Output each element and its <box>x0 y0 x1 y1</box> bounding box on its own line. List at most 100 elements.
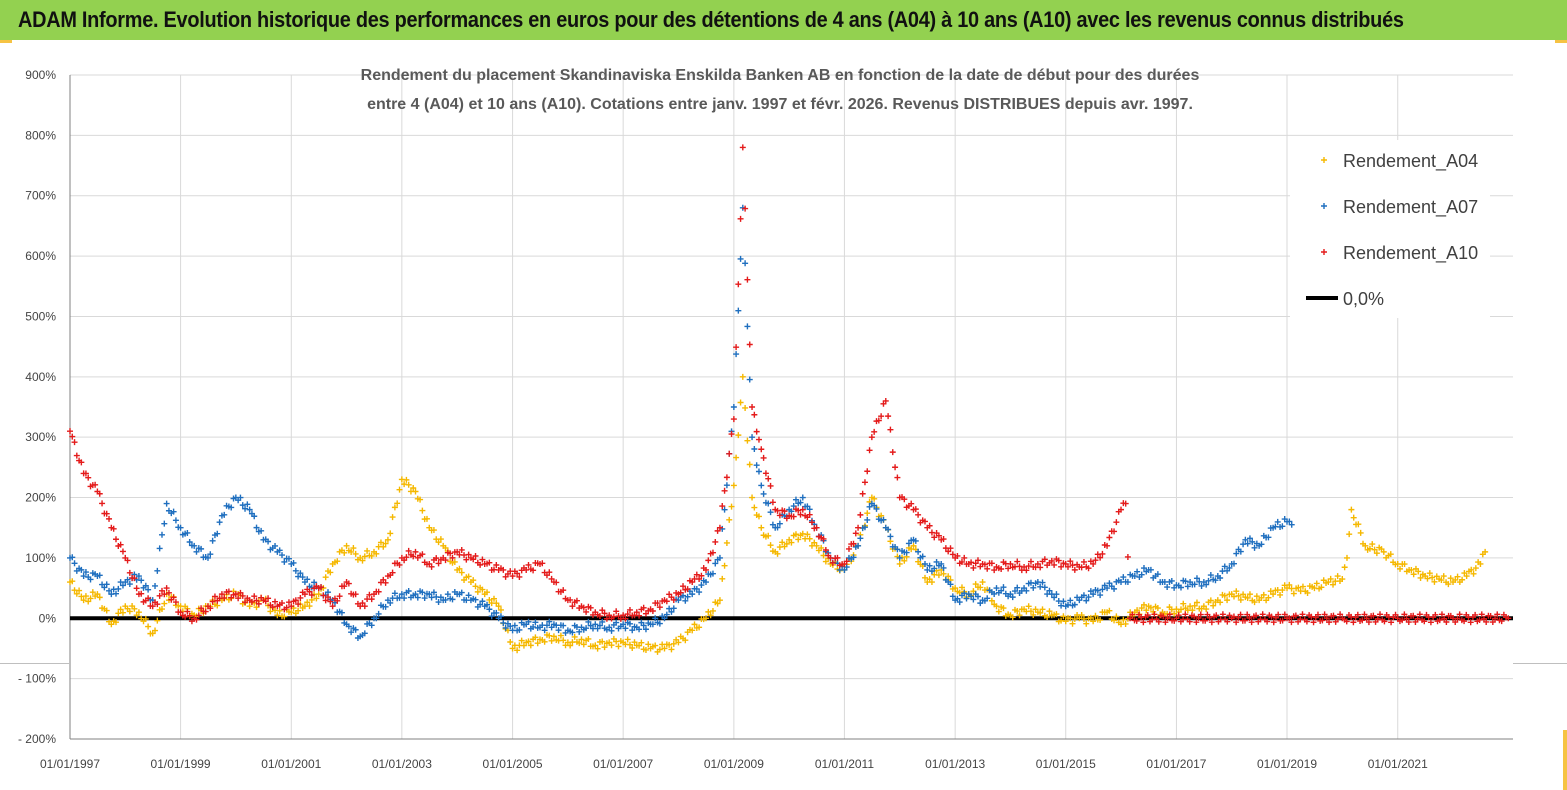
rendement-a04-point <box>560 637 567 644</box>
rendement-a10-point <box>1487 612 1494 619</box>
rendement-a07-point <box>311 579 318 586</box>
rendement-a04-point <box>1039 606 1046 613</box>
rendement-a04-point <box>567 642 574 649</box>
rendement-a10-point <box>1363 615 1370 622</box>
rendement-a10-point <box>1007 560 1014 567</box>
rendement-a10-point <box>1456 611 1463 618</box>
rendement-a10-point <box>1122 500 1129 507</box>
rendement-a04-point <box>126 608 133 615</box>
rendement-a04-point <box>645 641 652 648</box>
rendement-a07-point <box>682 597 689 604</box>
rendement-a07-point <box>850 554 857 561</box>
rendement-a10-point <box>119 548 126 555</box>
rendement-a10-point <box>1432 611 1439 618</box>
rendement-a04-point <box>804 531 811 538</box>
rendement-a10-point <box>1113 519 1120 526</box>
rendement-a07-point <box>698 582 705 589</box>
rendement-a10-point <box>145 595 152 602</box>
rendement-a07-point <box>1251 544 1258 551</box>
rendement-a10-point <box>126 569 133 576</box>
rendement-a04-point <box>135 609 142 616</box>
rendement-a07-point <box>730 404 737 410</box>
rendement-a04-point <box>412 488 419 495</box>
rendement-a07-point <box>1258 541 1265 548</box>
rendement-a04-point <box>1380 548 1387 555</box>
y-tick-label: 800% <box>25 128 56 142</box>
rendement-a10-point <box>500 566 507 573</box>
rendement-a10-point <box>539 560 546 567</box>
rendement-a04-point <box>306 603 313 610</box>
rendement-a10-point <box>117 541 124 548</box>
rendement-a10-point <box>548 575 555 582</box>
rendement-a10-point <box>882 397 889 404</box>
rendement-a07-point <box>115 585 122 592</box>
rendement-a07-point <box>204 554 211 561</box>
rendement-a04-point <box>755 513 762 520</box>
rendement-a07-point <box>525 618 532 625</box>
rendement-a04-point <box>749 494 756 501</box>
rendement-a07-point <box>629 627 636 634</box>
rendement-a04-point <box>1452 576 1459 583</box>
rendement-a04-point <box>958 584 965 591</box>
rendement-a04-point <box>161 600 168 607</box>
rendement-a04-point <box>85 598 92 605</box>
rendement-a07-point <box>774 524 781 531</box>
rendement-a07-point <box>1147 566 1154 573</box>
rendement-a10-point <box>103 510 110 517</box>
rendement-a04-point <box>315 591 322 598</box>
rendement-a04-point <box>578 636 585 643</box>
rendement-a10-point <box>751 411 758 418</box>
rendement-a07-point <box>1279 523 1286 530</box>
rendement-a10-point <box>580 604 587 611</box>
rendement-a04-point <box>737 399 744 406</box>
rendement-a07-point <box>251 513 258 520</box>
rendement-a10-point <box>945 548 952 555</box>
rendement-a07-point <box>82 569 89 576</box>
rendement-a10-point <box>382 579 389 586</box>
rendement-a07-point <box>497 613 504 620</box>
rendement-a10-point <box>67 428 73 435</box>
rendement-a10-point <box>622 615 629 622</box>
rendement-a04-point <box>1060 613 1067 620</box>
rendement-a07-point <box>788 508 795 515</box>
rendement-a07-point <box>599 618 606 625</box>
rendement-a10-point <box>1279 617 1286 624</box>
rendement-a04-point <box>1203 606 1210 613</box>
rendement-a10-point <box>218 591 225 598</box>
rendement-a04-point <box>1087 614 1094 621</box>
rendement-a07-point <box>345 623 352 630</box>
rendement-a04-point <box>864 510 871 517</box>
rendement-a07-point <box>790 503 797 510</box>
rendement-a04-point <box>1113 613 1120 620</box>
rendement-a10-point <box>110 525 117 532</box>
rendement-a07-point <box>1212 577 1219 584</box>
rendement-a07-point <box>613 619 620 626</box>
rendement-a04-point <box>972 581 979 588</box>
rendement-a07-point <box>652 615 659 622</box>
rendement-a10-point <box>843 558 850 565</box>
rendement-a04-point <box>419 507 426 514</box>
rendement-a04-point <box>394 500 401 507</box>
rendement-a04-point <box>158 606 165 613</box>
rendement-a04-point <box>806 535 813 542</box>
rendement-a07-point <box>843 564 850 571</box>
rendement-a10-point <box>509 573 516 580</box>
rendement-a04-point <box>1090 618 1097 625</box>
rendement-a10-point <box>69 433 76 440</box>
rendement-a07-point <box>670 605 677 612</box>
rendement-a10-point <box>1202 617 1209 624</box>
y-tick-label: 700% <box>25 189 56 203</box>
rendement-a10-point <box>1213 612 1220 619</box>
rendement-a04-point <box>359 557 366 564</box>
rendement-a10-point <box>71 439 78 446</box>
rendement-a10-point <box>1399 617 1406 624</box>
rendement-a10-point <box>866 447 873 454</box>
rendement-a04-point <box>629 644 636 651</box>
rendement-a07-point <box>689 591 696 598</box>
rendement-a10-point <box>177 609 184 616</box>
rendement-a10-point <box>375 588 382 595</box>
rendement-a04-point <box>497 606 504 613</box>
rendement-a10-point <box>822 546 829 553</box>
rendement-a10-point <box>742 205 749 212</box>
rendement-a10-point <box>972 560 979 567</box>
